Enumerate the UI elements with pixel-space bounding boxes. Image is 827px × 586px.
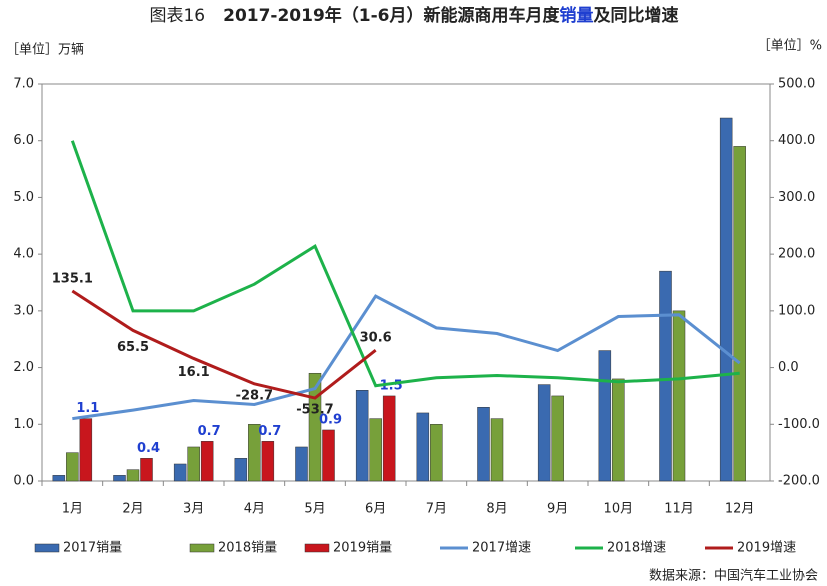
y2-tick-label: -100.0	[778, 417, 820, 432]
line-value-label: 16.1	[178, 365, 210, 380]
source-note: 数据来源：中国汽车工业协会	[649, 568, 818, 584]
x-tick-label: 12月	[725, 502, 755, 517]
bar	[382, 395, 396, 482]
x-tick-label: 6月	[365, 502, 386, 517]
bar-value-label: 0.7	[258, 424, 281, 439]
chart-title: 图表16 2017-2019年（1-6月）新能源商用车月度销量及同比增速	[149, 5, 678, 26]
y-tick-label: 0.0	[13, 474, 34, 489]
line-value-label: -53.7	[296, 403, 333, 418]
legend-label: 2019增速	[737, 541, 796, 556]
x-tick-label: 5月	[304, 502, 325, 517]
bar	[672, 310, 686, 482]
x-tick-label: 1月	[62, 502, 83, 517]
bar-value-label: 0.7	[198, 424, 221, 439]
bar	[369, 418, 382, 482]
legend-label: 2017增速	[472, 541, 531, 556]
bar	[187, 446, 200, 482]
x-tick-label: 4月	[244, 502, 265, 517]
bar	[79, 418, 93, 482]
bar-value-label: 1.1	[76, 401, 99, 416]
line-value-label: -28.7	[236, 388, 273, 403]
line-value-label: 65.5	[117, 340, 149, 355]
y2-tick-label: 300.0	[778, 190, 815, 205]
legend-swatch	[304, 543, 330, 553]
y2-tick-label: 200.0	[778, 247, 815, 262]
x-tick-label: 10月	[604, 502, 634, 517]
x-tick-label: 3月	[183, 502, 204, 517]
y2-axis-label: ［单位］%	[758, 39, 822, 54]
bar	[355, 390, 369, 482]
bar	[261, 441, 275, 482]
title-part: 及同比增速	[594, 5, 679, 26]
y-tick-label: 2.0	[13, 360, 34, 375]
bar	[416, 412, 430, 482]
title-part: 图表16	[149, 6, 205, 26]
y-tick-label: 3.0	[13, 303, 34, 318]
y-tick-label: 7.0	[13, 77, 34, 92]
bar	[551, 395, 564, 482]
y2-tick-label: -200.0	[778, 474, 820, 489]
x-tick-label: 9月	[547, 502, 568, 517]
y2-tick-label: 400.0	[778, 133, 815, 148]
bar	[477, 407, 490, 482]
bar	[612, 378, 625, 482]
line-series	[72, 294, 741, 421]
y-tick-label: 4.0	[13, 247, 34, 262]
bar	[598, 350, 612, 482]
bar	[140, 458, 153, 482]
bar	[173, 463, 187, 482]
line-series	[71, 289, 377, 400]
legend-label: 2018销量	[218, 541, 277, 556]
x-tick-label: 11月	[664, 502, 694, 517]
bar	[490, 418, 504, 482]
bar	[733, 146, 746, 482]
y-tick-label: 1.0	[13, 417, 34, 432]
x-tick-label: 2月	[122, 502, 143, 517]
bar	[295, 446, 308, 482]
y2-tick-label: 100.0	[778, 303, 815, 318]
y-axis-label: ［单位］万辆	[6, 43, 84, 58]
bar	[308, 372, 322, 482]
bar-value-label: 0.4	[137, 441, 160, 456]
title-part: 销量	[560, 5, 594, 26]
title-part: 2017-2019年（1-6月）新能源商用车月度	[223, 5, 560, 26]
legend-swatch	[34, 543, 60, 553]
x-tick-label: 7月	[426, 502, 447, 517]
bar	[719, 117, 733, 482]
bar	[126, 469, 140, 482]
y2-tick-label: 0.0	[778, 360, 799, 375]
bar	[248, 424, 261, 482]
bar	[66, 452, 79, 482]
x-tick-label: 8月	[486, 502, 507, 517]
bar	[322, 429, 335, 482]
line-series	[70, 140, 740, 388]
legend-label: 2017销量	[63, 541, 122, 556]
y-tick-label: 6.0	[13, 133, 34, 148]
legend-swatch	[189, 543, 215, 553]
line-value-label: 30.6	[360, 331, 392, 346]
legend-label: 2018增速	[607, 541, 666, 556]
bar	[537, 384, 551, 482]
line-value-label: 135.1	[52, 271, 93, 286]
bar	[659, 270, 672, 482]
bar	[113, 475, 126, 482]
y2-tick-label: 500.0	[778, 77, 815, 92]
bar	[200, 441, 214, 482]
bar	[430, 424, 443, 482]
bar-value-label: 0.9	[319, 412, 342, 427]
bar	[52, 475, 66, 482]
legend-label: 2019销量	[333, 541, 392, 556]
y-tick-label: 5.0	[13, 190, 34, 205]
bar	[234, 458, 248, 482]
